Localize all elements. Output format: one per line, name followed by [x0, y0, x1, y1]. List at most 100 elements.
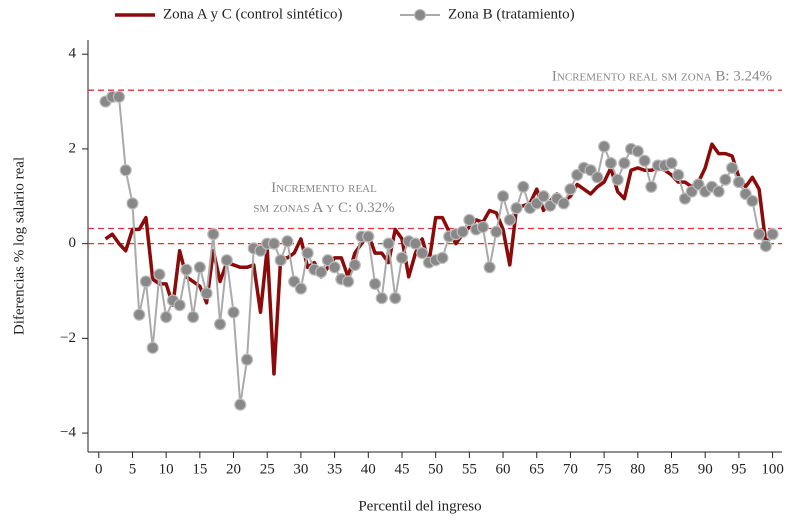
- marker: [133, 308, 146, 321]
- marker: [328, 261, 341, 274]
- marker: [490, 225, 503, 238]
- legend-marker: [414, 9, 426, 21]
- marker: [187, 310, 200, 324]
- marker: [665, 157, 678, 170]
- x-tick-label: 90: [698, 461, 713, 477]
- marker: [618, 157, 631, 170]
- x-tick-label: 40: [361, 461, 376, 477]
- x-tick-label: 0: [95, 461, 103, 477]
- marker: [153, 268, 166, 281]
- marker: [200, 287, 213, 300]
- x-tick-label: 50: [428, 461, 443, 477]
- x-tick-label: 80: [630, 461, 645, 477]
- x-tick-label: 60: [496, 461, 511, 477]
- marker: [746, 194, 759, 208]
- y-tick-label: 4: [69, 46, 77, 62]
- x-tick-label: 15: [192, 461, 207, 477]
- marker: [611, 173, 624, 186]
- x-axis-label: Percentil del ingreso: [358, 498, 481, 514]
- marker: [712, 185, 725, 198]
- marker: [213, 318, 227, 331]
- marker: [436, 251, 449, 264]
- marker: [672, 168, 685, 182]
- marker: [173, 299, 186, 312]
- marker: [732, 175, 745, 189]
- marker: [146, 341, 159, 354]
- marker: [510, 202, 523, 215]
- annotation: Incremento real: [271, 180, 377, 196]
- marker: [409, 237, 422, 250]
- marker: [631, 145, 644, 158]
- y-tick-label: 0: [69, 235, 77, 251]
- marker: [341, 275, 355, 288]
- annotation: Incremento real sm zona B: 3.24%: [552, 69, 772, 85]
- marker: [375, 291, 388, 305]
- legend-label: Zona A y C (control sintético): [163, 6, 343, 22]
- marker: [604, 157, 617, 170]
- marker: [382, 237, 395, 250]
- marker: [348, 258, 361, 272]
- marker: [496, 190, 510, 203]
- marker: [227, 306, 240, 319]
- x-tick-label: 35: [327, 461, 342, 477]
- x-tick-label: 85: [664, 461, 679, 477]
- marker: [267, 237, 281, 250]
- marker: [564, 183, 577, 196]
- x-tick-label: 30: [293, 461, 308, 477]
- marker: [160, 310, 173, 324]
- y-tick-label: −4: [60, 424, 76, 440]
- marker: [463, 213, 476, 227]
- x-tick-label: 10: [159, 461, 174, 477]
- marker: [766, 228, 779, 241]
- y-tick-label: 2: [69, 140, 77, 156]
- marker: [557, 197, 570, 210]
- marker: [395, 251, 409, 264]
- marker: [645, 180, 658, 193]
- marker: [638, 154, 651, 167]
- marker: [119, 164, 132, 177]
- marker: [274, 254, 287, 267]
- x-tick-label: 45: [394, 461, 409, 477]
- marker: [193, 261, 206, 274]
- x-tick-label: 20: [226, 461, 241, 477]
- marker: [517, 180, 530, 193]
- x-tick-label: 65: [529, 461, 544, 477]
- marker: [139, 275, 153, 288]
- marker: [591, 171, 604, 184]
- marker: [207, 228, 220, 241]
- marker: [476, 220, 489, 234]
- marker: [301, 247, 314, 260]
- y-tick-label: −2: [60, 330, 76, 346]
- annotation: sm zonas A y C: 0.32%: [253, 200, 394, 216]
- y-axis-label: Diferencias % log salario real: [11, 157, 27, 335]
- marker: [759, 239, 772, 253]
- marker: [389, 291, 402, 305]
- x-tick-label: 5: [129, 461, 137, 477]
- x-tick-label: 100: [761, 461, 784, 477]
- marker: [220, 254, 233, 267]
- marker: [416, 247, 429, 260]
- x-tick-label: 70: [563, 461, 578, 477]
- x-tick-label: 25: [260, 461, 275, 477]
- marker: [537, 190, 550, 203]
- marker: [112, 90, 126, 103]
- marker: [752, 228, 766, 241]
- legend-label: Zona B (tratamiento): [448, 6, 575, 22]
- marker: [503, 213, 516, 227]
- marker: [726, 161, 739, 174]
- marker: [598, 140, 611, 153]
- marker: [126, 197, 139, 210]
- x-tick-label: 95: [731, 461, 746, 477]
- marker: [294, 282, 308, 295]
- marker: [180, 263, 193, 276]
- marker: [281, 235, 294, 248]
- marker: [362, 230, 375, 243]
- marker: [315, 265, 328, 279]
- marker: [234, 398, 247, 411]
- series-line: [104, 95, 774, 406]
- marker: [456, 225, 469, 238]
- marker: [368, 277, 382, 290]
- marker: [719, 173, 732, 186]
- x-tick-label: 75: [597, 461, 612, 477]
